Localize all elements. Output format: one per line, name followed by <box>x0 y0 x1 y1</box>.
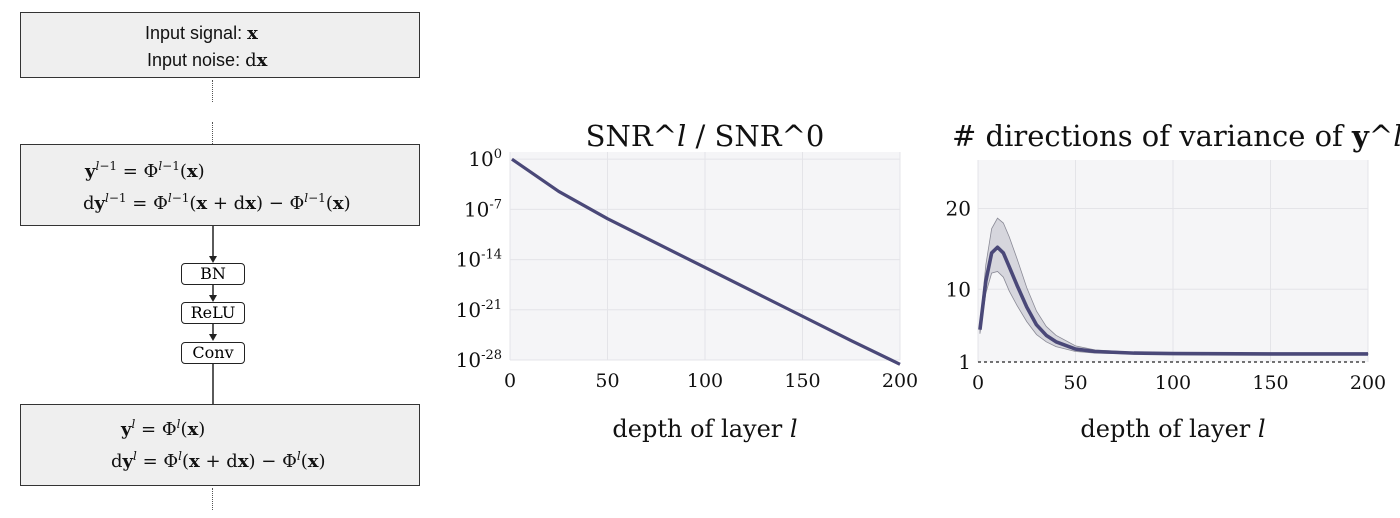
prev-y-equation: yl−1 = Φl−1(x) <box>85 159 205 182</box>
prev-dy-equation: dyl−1 = Φl−1(x + dx) − Φl−1(x) <box>83 191 351 214</box>
x-tick-label: 200 <box>1350 372 1386 394</box>
x-axis-label: depth of layer l <box>1080 415 1265 443</box>
x-tick-label: 100 <box>1155 372 1191 394</box>
y-tick-label: 1 <box>958 350 971 374</box>
conv-op: Conv <box>181 342 245 364</box>
chart-title: SNR^l / SNR^0 <box>586 119 825 153</box>
input-noise-label: Input noise: <box>147 50 241 70</box>
y-tick-label: 10-28 <box>456 348 502 372</box>
x-tick-label: 150 <box>1252 372 1288 394</box>
y-tick-label: 20 <box>946 196 971 220</box>
input-noise-var: dx <box>245 50 268 71</box>
x-tick-label: 0 <box>504 370 516 392</box>
x-tick-label: 150 <box>784 370 820 392</box>
y-tick-label: 10-7 <box>464 197 502 221</box>
y-tick-label: 100 <box>468 147 502 171</box>
next-dy-equation: dyl = Φl(x + dx) − Φl(x) <box>111 449 326 472</box>
input-signal-label: Input signal: <box>145 23 243 43</box>
dotted-connector-bottom <box>212 488 213 510</box>
y-tick-label: 10-14 <box>456 248 502 272</box>
next-y-equation: yl = Φl(x) <box>121 417 206 440</box>
x-tick-label: 100 <box>687 370 723 392</box>
input-signal-var: x <box>247 23 258 44</box>
y-tick-label: 10-21 <box>456 298 502 322</box>
x-tick-label: 50 <box>1063 372 1087 394</box>
y-tick-label: 10 <box>946 277 971 301</box>
prev-layer-box: yl−1 = Φl−1(x) dyl−1 = Φl−1(x + dx) − Φl… <box>20 144 420 226</box>
input-noise-line: Input noise: dx <box>147 50 267 71</box>
snr-chart: 0 50 100 150 200 100 10-7 10-14 10-21 10-28 SNR^l … <box>456 119 919 443</box>
input-signal-line: Input signal: x <box>145 23 258 44</box>
chart-title: # directions of variance of y^l <box>952 119 1400 153</box>
relu-op: ReLU <box>181 302 245 324</box>
next-layer-box: yl = Φl(x) dyl = Φl(x + dx) − Φl(x) <box>20 404 420 486</box>
ops-connectors <box>209 226 217 404</box>
x-tick-label: 200 <box>882 370 918 392</box>
x-axis-label: depth of layer l <box>612 415 797 443</box>
bn-op: BN <box>181 263 245 285</box>
x-tick-label: 0 <box>972 372 984 394</box>
dotted-connector-mid <box>212 122 213 144</box>
network-diagram: Input signal: x Input noise: dx yl−1 = Φ… <box>0 0 440 518</box>
dotted-connector-top <box>212 80 213 102</box>
x-tick-label: 50 <box>595 370 619 392</box>
input-box: Input signal: x Input noise: dx <box>20 12 420 78</box>
